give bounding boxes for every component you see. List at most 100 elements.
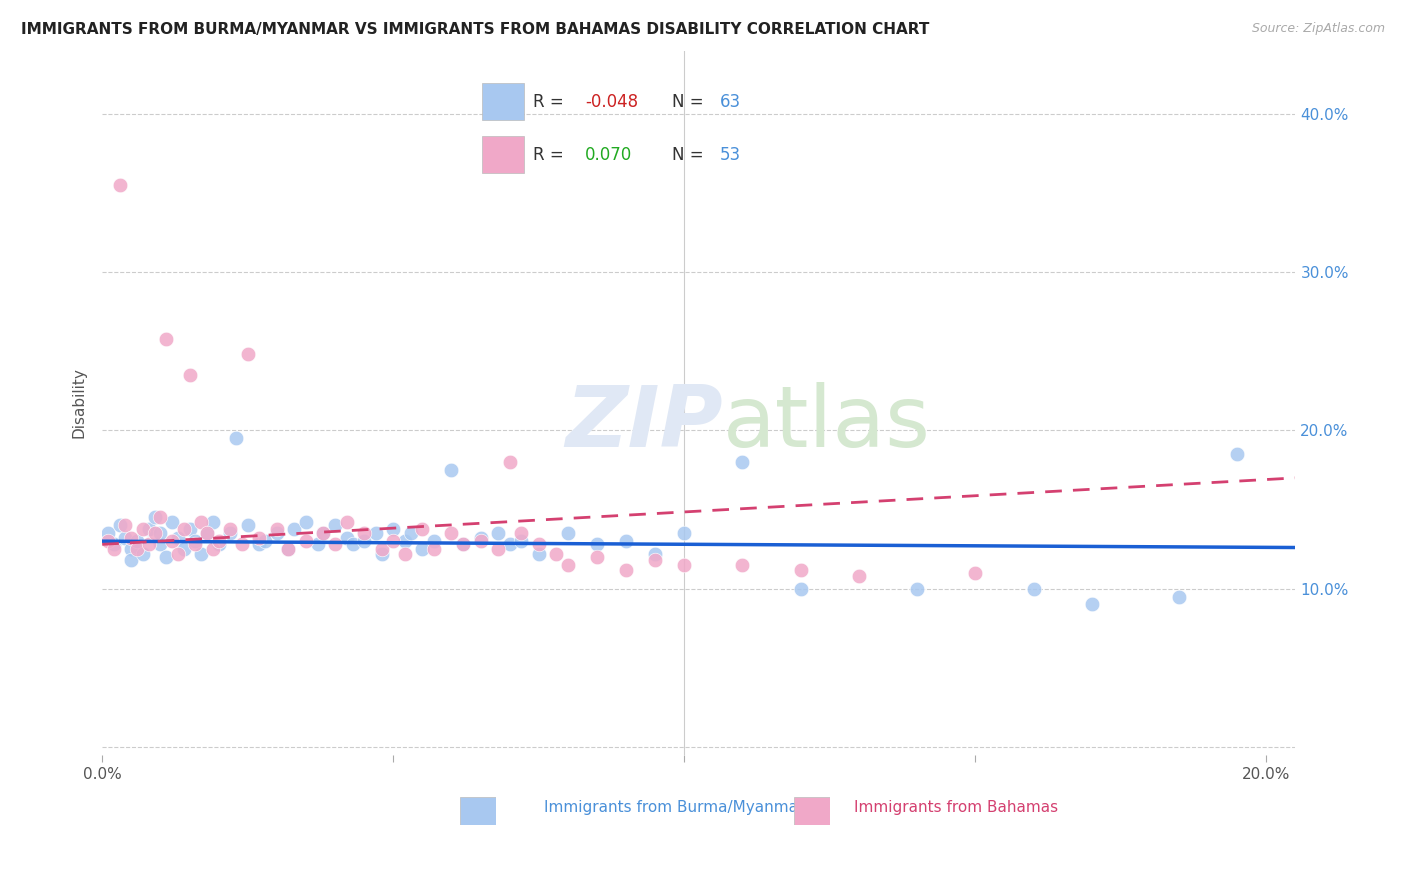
Point xyxy=(498,537,520,551)
Point xyxy=(97,526,120,541)
Point xyxy=(364,526,387,541)
Point xyxy=(848,569,870,583)
Point xyxy=(254,534,277,549)
Point xyxy=(207,537,229,551)
Point xyxy=(97,534,120,549)
Point xyxy=(440,463,463,477)
Point xyxy=(673,558,696,572)
Point xyxy=(207,534,229,549)
Point xyxy=(1022,582,1045,596)
Point xyxy=(295,515,318,529)
Point xyxy=(1168,590,1191,604)
Point xyxy=(965,566,987,580)
Point xyxy=(498,455,520,469)
Point xyxy=(470,531,492,545)
Point xyxy=(231,537,253,551)
Point xyxy=(219,526,242,541)
Point xyxy=(370,542,392,557)
Point xyxy=(546,547,568,561)
Point xyxy=(149,537,172,551)
Point xyxy=(399,526,422,541)
Point xyxy=(451,537,474,551)
Point xyxy=(132,547,155,561)
Point xyxy=(486,542,509,557)
Point xyxy=(586,537,609,551)
Point xyxy=(411,542,433,557)
Point xyxy=(673,526,696,541)
Point xyxy=(527,537,550,551)
Point xyxy=(225,431,247,445)
Point xyxy=(179,368,201,382)
Point xyxy=(155,332,177,346)
Point xyxy=(173,522,195,536)
Point xyxy=(236,518,259,533)
Point xyxy=(108,518,131,533)
Point xyxy=(195,526,218,541)
Point xyxy=(470,534,492,549)
Point xyxy=(247,537,270,551)
Point xyxy=(312,526,335,541)
Point xyxy=(127,534,149,549)
Point xyxy=(132,522,155,536)
Point xyxy=(370,547,392,561)
Point xyxy=(789,582,811,596)
Point xyxy=(323,537,346,551)
Point xyxy=(557,526,579,541)
Text: IMMIGRANTS FROM BURMA/MYANMAR VS IMMIGRANTS FROM BAHAMAS DISABILITY CORRELATION : IMMIGRANTS FROM BURMA/MYANMAR VS IMMIGRA… xyxy=(21,22,929,37)
Point xyxy=(451,537,474,551)
Point xyxy=(382,522,405,536)
Point xyxy=(307,537,329,551)
Point xyxy=(277,542,299,557)
Point xyxy=(103,537,125,551)
Point xyxy=(266,526,288,541)
Point xyxy=(731,455,754,469)
Point xyxy=(114,531,136,545)
Point xyxy=(510,534,533,549)
Point xyxy=(184,537,207,551)
Text: atlas: atlas xyxy=(723,383,931,466)
Point xyxy=(143,510,166,524)
Point xyxy=(155,549,177,564)
Point xyxy=(108,178,131,193)
Point xyxy=(789,563,811,577)
Point xyxy=(277,542,299,557)
Point xyxy=(120,553,142,567)
Point xyxy=(486,526,509,541)
Point xyxy=(614,563,637,577)
Point xyxy=(423,534,446,549)
Point xyxy=(143,526,166,541)
Point xyxy=(236,347,259,361)
Point xyxy=(114,518,136,533)
Point xyxy=(557,558,579,572)
Point xyxy=(138,537,160,551)
Point xyxy=(179,522,201,536)
Point xyxy=(353,534,375,549)
Y-axis label: Disability: Disability xyxy=(72,368,86,438)
Point xyxy=(127,542,149,557)
Point xyxy=(1080,598,1102,612)
Point xyxy=(173,542,195,557)
Point xyxy=(1226,447,1249,461)
Point xyxy=(190,515,212,529)
Point xyxy=(336,531,359,545)
Point xyxy=(283,522,305,536)
Point xyxy=(731,558,754,572)
Point xyxy=(510,526,533,541)
Point xyxy=(160,515,183,529)
Point xyxy=(644,553,666,567)
Point xyxy=(423,542,446,557)
Point xyxy=(586,549,609,564)
Point xyxy=(247,531,270,545)
Point xyxy=(167,547,190,561)
Point xyxy=(323,518,346,533)
Point xyxy=(266,522,288,536)
Point xyxy=(353,526,375,541)
Point xyxy=(382,534,405,549)
Point xyxy=(905,582,928,596)
Point xyxy=(644,547,666,561)
Point xyxy=(201,515,224,529)
Point xyxy=(167,531,190,545)
Point xyxy=(103,542,125,557)
Point xyxy=(295,534,318,549)
Text: Source: ZipAtlas.com: Source: ZipAtlas.com xyxy=(1251,22,1385,36)
